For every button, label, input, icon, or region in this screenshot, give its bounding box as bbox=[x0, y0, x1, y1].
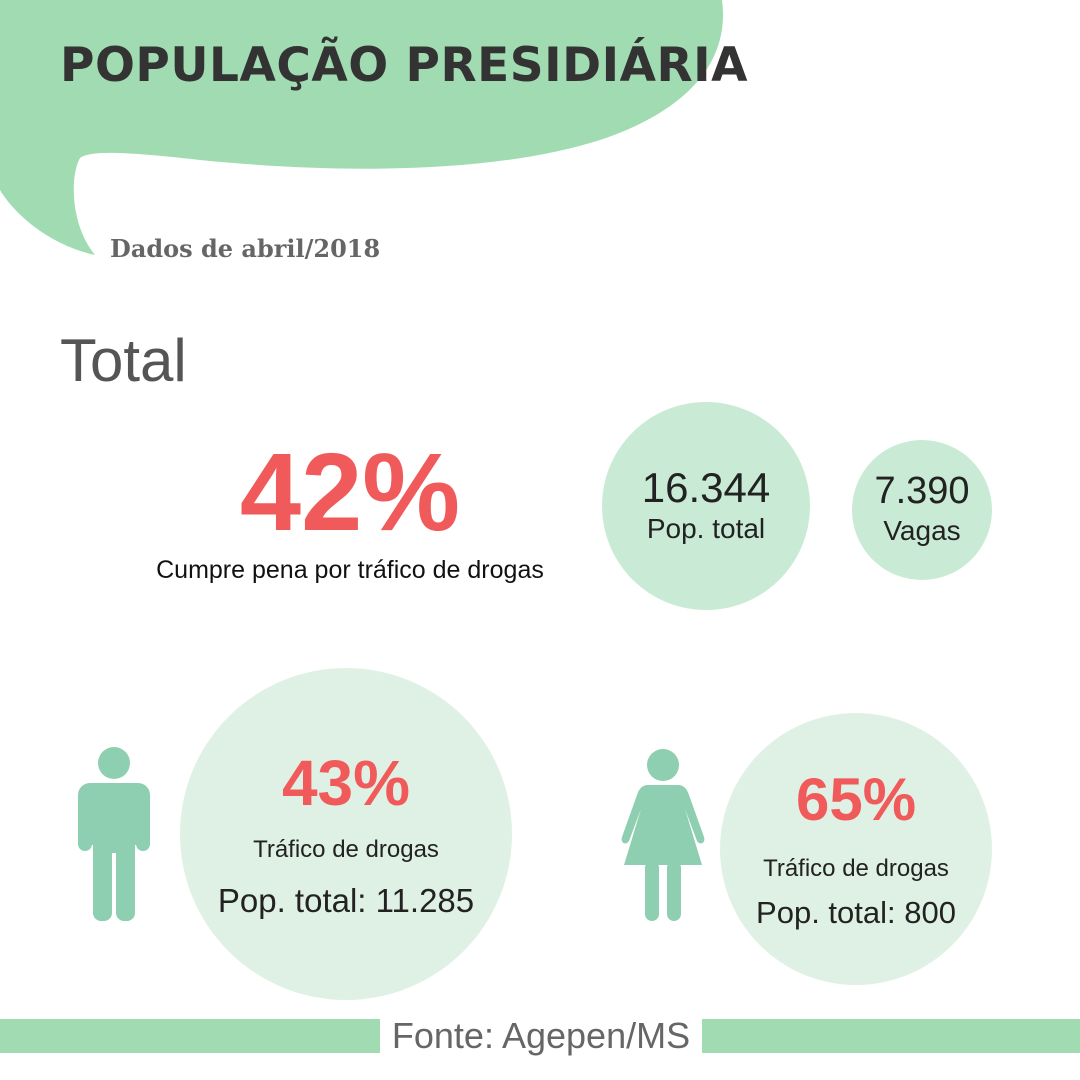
vacancies-label: Vagas bbox=[883, 514, 961, 546]
section-heading-total: Total bbox=[60, 327, 187, 394]
men-drug-percent: 43% bbox=[281, 746, 411, 819]
women-population: Pop. total: 800 bbox=[756, 895, 956, 930]
women-drug-percent: 65% bbox=[795, 766, 917, 833]
vacancies-circle: 7.390 Vagas bbox=[852, 440, 992, 580]
footer-bar-left bbox=[0, 1019, 380, 1053]
men-stats-circle: 43% Tráfico de drogas Pop. total: 11.285 bbox=[180, 668, 512, 1000]
total-drug-percent: 42% bbox=[239, 431, 461, 554]
page-title: POPULAÇÃO PRESIDIÁRIA bbox=[60, 38, 749, 93]
total-population-label: Pop. total bbox=[646, 512, 766, 544]
woman-icon bbox=[621, 749, 705, 921]
source-credit: Fonte: Agepen/MS bbox=[391, 1015, 691, 1056]
women-stats-circle: 65% Tráfico de drogas Pop. total: 800 bbox=[720, 713, 992, 985]
header-speech-bubble bbox=[0, 0, 723, 255]
total-population-circle: 16.344 Pop. total bbox=[602, 402, 810, 610]
total-population-value: 16.344 bbox=[641, 463, 771, 511]
women-drug-label: Tráfico de drogas bbox=[763, 855, 949, 882]
footer-bar-right bbox=[702, 1019, 1080, 1053]
vacancies-value: 7.390 bbox=[874, 469, 970, 512]
date-subtitle: Dados de abril/2018 bbox=[110, 234, 381, 263]
man-icon bbox=[78, 747, 150, 921]
men-population: Pop. total: 11.285 bbox=[217, 882, 475, 920]
men-drug-label: Tráfico de drogas bbox=[253, 836, 439, 864]
total-drug-caption: Cumpre pena por tráfico de drogas bbox=[156, 556, 544, 584]
